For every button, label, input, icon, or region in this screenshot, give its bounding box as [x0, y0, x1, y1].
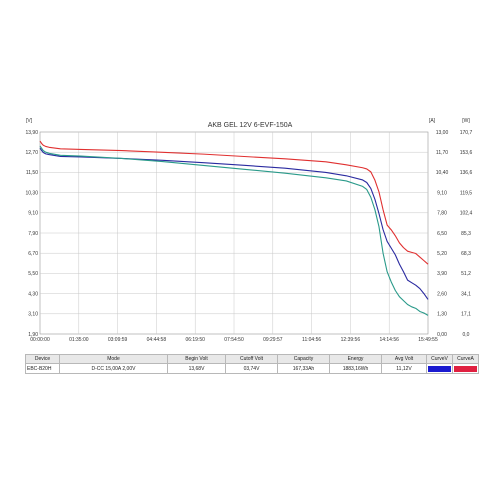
header-mode: Mode — [59, 354, 168, 364]
right-2-tick-label: 85,3 — [461, 231, 471, 237]
cell-cutoff-volt: 03,74V — [225, 363, 278, 374]
left-tick-label: 10,30 — [25, 190, 38, 196]
right-1-tick-label: 9,10 — [437, 190, 447, 196]
left-tick-label: 11,50 — [26, 170, 38, 176]
axes: 13,90 13,00 170,7 12,70 11,70 153,6 11,50 10,40… — [25, 130, 472, 343]
grid — [39, 131, 429, 335]
x-tick-label: 12:39:56 — [341, 337, 361, 343]
cell-capacity: 167,33Ah — [277, 363, 330, 374]
x-tick-label: 06:19:50 — [185, 337, 205, 343]
x-tick-label: 09:29:57 — [263, 337, 283, 343]
right-2-tick-label: 34,1 — [461, 291, 471, 297]
chart-area: AKB GEL 12V 6-EVF-150A [V] [A] [W] ZKETE… — [25, 118, 472, 343]
left-tick-label: 13,90 — [25, 130, 38, 136]
chart-title: AKB GEL 12V 6-EVF-150A — [208, 122, 293, 129]
header-curve-a: CurveA — [452, 354, 479, 364]
header-energy: Energy — [329, 354, 382, 364]
table-row[interactable]: EBC-B20H D-CC 15,00A 2,00V 13,68V 03,74V… — [25, 363, 479, 374]
x-tick-label: 11:04:56 — [302, 337, 321, 343]
cell-device: EBC-B20H — [25, 363, 60, 374]
x-tick-label: 14:14:56 — [379, 337, 399, 343]
left-tick-label: 12,70 — [25, 150, 38, 156]
x-tick-label: 15:49:55 — [418, 337, 438, 343]
right-2-tick-label: 68,3 — [461, 251, 471, 257]
x-tick-label: 04:44:58 — [147, 337, 167, 343]
cell-avg-volt: 11,12V — [381, 363, 427, 374]
right-2-tick-label: 153,6 — [460, 150, 473, 156]
left-tick-label: 6,70 — [28, 251, 38, 257]
right-1-tick-label: 6,50 — [437, 231, 447, 237]
curve-v-color-swatch — [428, 365, 451, 372]
test-info-table: Device Mode Begin Volt Cutoff Volt Capac… — [25, 354, 479, 374]
left-tick-label: 4,30 — [28, 291, 38, 297]
cell-begin-volt: 13,68V — [167, 363, 226, 374]
header-device: Device — [25, 354, 60, 364]
right-1-tick-label: 10,40 — [436, 170, 449, 176]
left-axis-unit: [V] — [26, 118, 33, 124]
left-tick-label: 1,90 — [28, 332, 38, 338]
series-line-voltage — [39, 147, 429, 300]
x-tick-label: 03:09:59 — [108, 337, 128, 343]
right-1-tick-label: 7,80 — [437, 211, 447, 217]
series-line-current — [39, 145, 429, 316]
header-avg-volt: Avg Volt — [381, 354, 427, 364]
x-tick-label: 00:00:00 — [30, 337, 50, 343]
cell-energy: 1883,16Wh — [329, 363, 382, 374]
cell-curve-a[interactable] — [452, 363, 479, 374]
right-1-tick-label: 3,90 — [437, 271, 447, 277]
curve-a-color-swatch — [454, 365, 477, 372]
right-axis-1-unit: [A] — [429, 118, 436, 124]
right-2-tick-label: 17,1 — [461, 312, 471, 318]
right-axis-2-unit: [W] — [462, 118, 470, 124]
right-2-tick-label: 102,4 — [460, 211, 473, 217]
header-begin-volt: Begin Volt — [167, 354, 226, 364]
right-2-tick-label: 0,0 — [463, 332, 470, 338]
x-tick-label: 07:54:50 — [224, 337, 244, 343]
x-tick-label: 01:35:00 — [69, 337, 89, 343]
header-cutoff-volt: Cutoff Volt — [225, 354, 278, 364]
right-2-tick-label: 51,2 — [461, 271, 471, 277]
right-1-tick-label: 2,60 — [437, 291, 447, 297]
right-2-tick-label: 136,6 — [460, 170, 473, 176]
right-1-tick-label: 1,30 — [437, 312, 447, 318]
series-lines — [39, 140, 429, 316]
table-header-row: Device Mode Begin Volt Cutoff Volt Capac… — [25, 354, 479, 364]
cell-mode: D-CC 15,00A 2,00V — [59, 363, 168, 374]
cell-curve-v[interactable] — [426, 363, 453, 374]
left-tick-label: 7,90 — [28, 231, 38, 237]
discharge-chart: AKB GEL 12V 6-EVF-150A [V] [A] [W] ZKETE… — [25, 118, 472, 343]
header-capacity: Capacity — [277, 354, 330, 364]
right-1-tick-label: 13,00 — [436, 130, 449, 136]
right-1-tick-label: 11,70 — [436, 150, 448, 156]
right-1-tick-label: 5,20 — [437, 251, 447, 257]
left-tick-label: 9,10 — [28, 211, 38, 217]
left-tick-label: 3,10 — [28, 312, 38, 318]
right-2-tick-label: 170,7 — [460, 130, 473, 136]
right-2-tick-label: 119,5 — [460, 190, 472, 196]
left-tick-label: 5,50 — [28, 271, 38, 277]
header-curve-v: CurveV — [426, 354, 453, 364]
series-line-power — [39, 140, 429, 265]
right-1-tick-label: 0,00 — [437, 332, 447, 338]
